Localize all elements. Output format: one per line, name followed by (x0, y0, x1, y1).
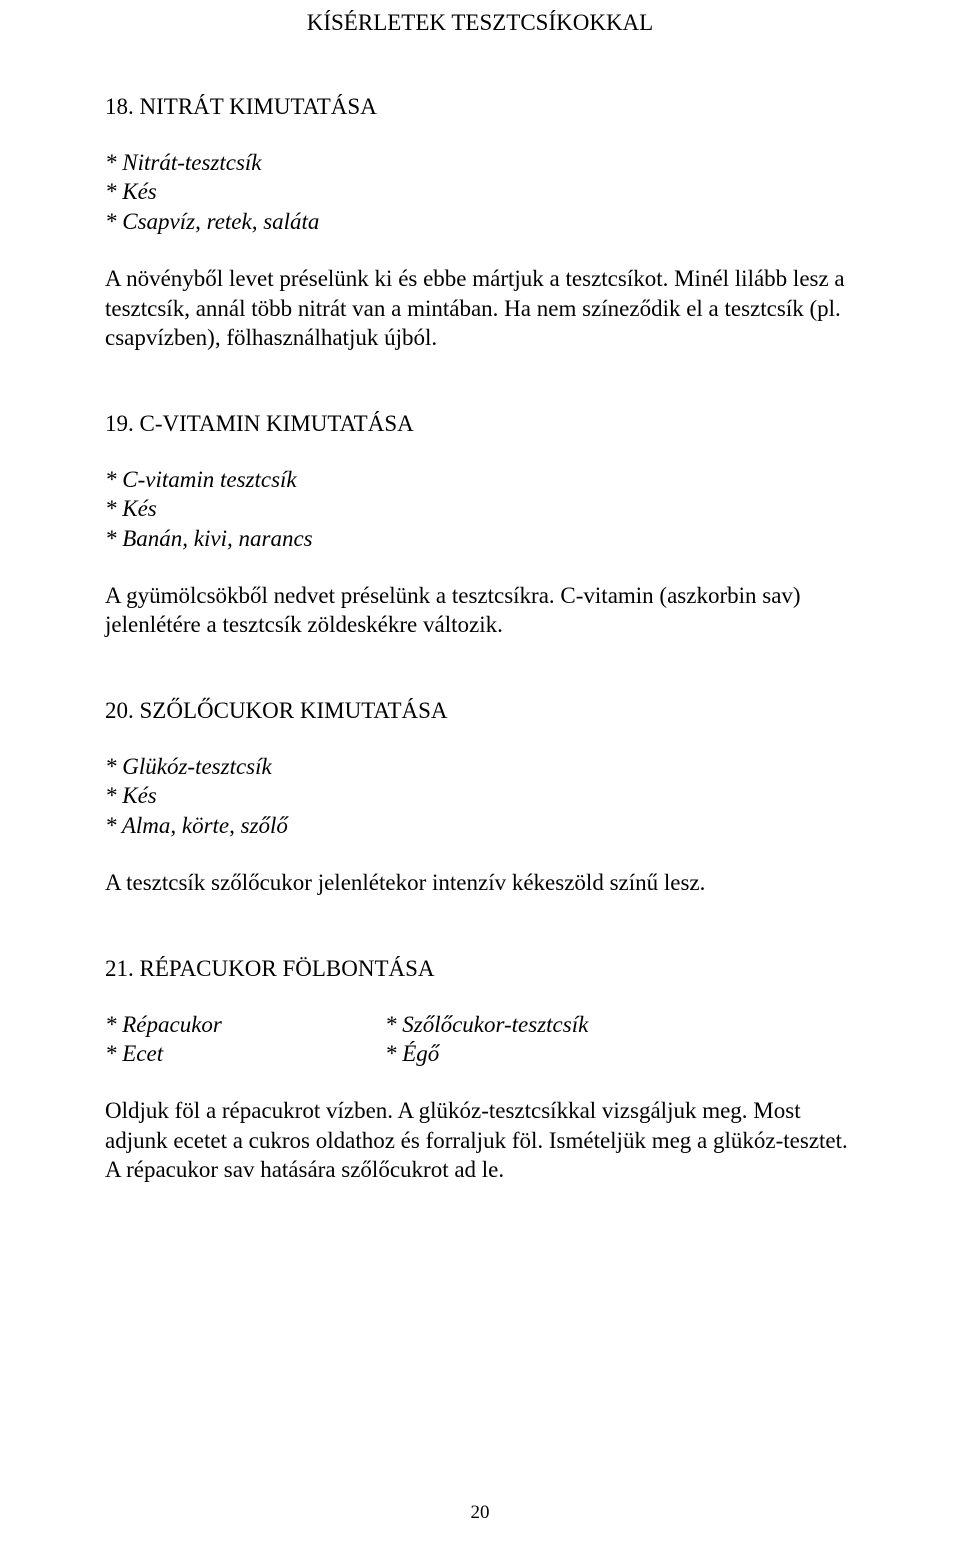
material-item: * Kés (105, 494, 855, 523)
section-body-21: Oldjuk föl a répacukrot vízben. A glükóz… (105, 1096, 855, 1184)
section-heading-19: 19. C-VITAMIN KIMUTATÁSA (105, 411, 855, 437)
material-item: * Glükóz-tesztcsík (105, 752, 855, 781)
materials-col-left: * Répacukor * Ecet (105, 1010, 385, 1069)
material-item: * Banán, kivi, narancs (105, 524, 855, 553)
materials-list-19: * C-vitamin tesztcsík * Kés * Banán, kiv… (105, 465, 855, 553)
section-body-18: A növényből levet préselünk ki és ebbe m… (105, 264, 855, 352)
section-heading-21: 21. RÉPACUKOR FÖLBONTÁSA (105, 956, 855, 982)
material-item: * Nitrát-tesztcsík (105, 148, 855, 177)
materials-list-18: * Nitrát-tesztcsík * Kés * Csapvíz, rete… (105, 148, 855, 236)
section-heading-20: 20. SZŐLŐCUKOR KIMUTATÁSA (105, 698, 855, 724)
section-body-20: A tesztcsík szőlőcukor jelenlétekor inte… (105, 868, 855, 897)
materials-list-21: * Répacukor * Ecet * Szőlőcukor-tesztcsí… (105, 1010, 855, 1069)
section-heading-18: 18. NITRÁT KIMUTATÁSA (105, 94, 855, 120)
page-number: 20 (0, 1502, 960, 1524)
materials-col-right: * Szőlőcukor-tesztcsík * Égő (385, 1010, 855, 1069)
material-item: * Szőlőcukor-tesztcsík (385, 1010, 855, 1039)
material-item: * Alma, körte, szőlő (105, 811, 855, 840)
document-title: KÍSÉRLETEK TESZTCSÍKOKKAL (105, 10, 855, 36)
material-item: * Ecet (105, 1039, 385, 1068)
material-item: * Kés (105, 781, 855, 810)
material-item: * Égő (385, 1039, 855, 1068)
material-item: * Kés (105, 177, 855, 206)
material-item: * Répacukor (105, 1010, 385, 1039)
section-body-19: A gyümölcsökből nedvet préselünk a teszt… (105, 581, 855, 640)
materials-list-20: * Glükóz-tesztcsík * Kés * Alma, körte, … (105, 752, 855, 840)
material-item: * C-vitamin tesztcsík (105, 465, 855, 494)
material-item: * Csapvíz, retek, saláta (105, 207, 855, 236)
